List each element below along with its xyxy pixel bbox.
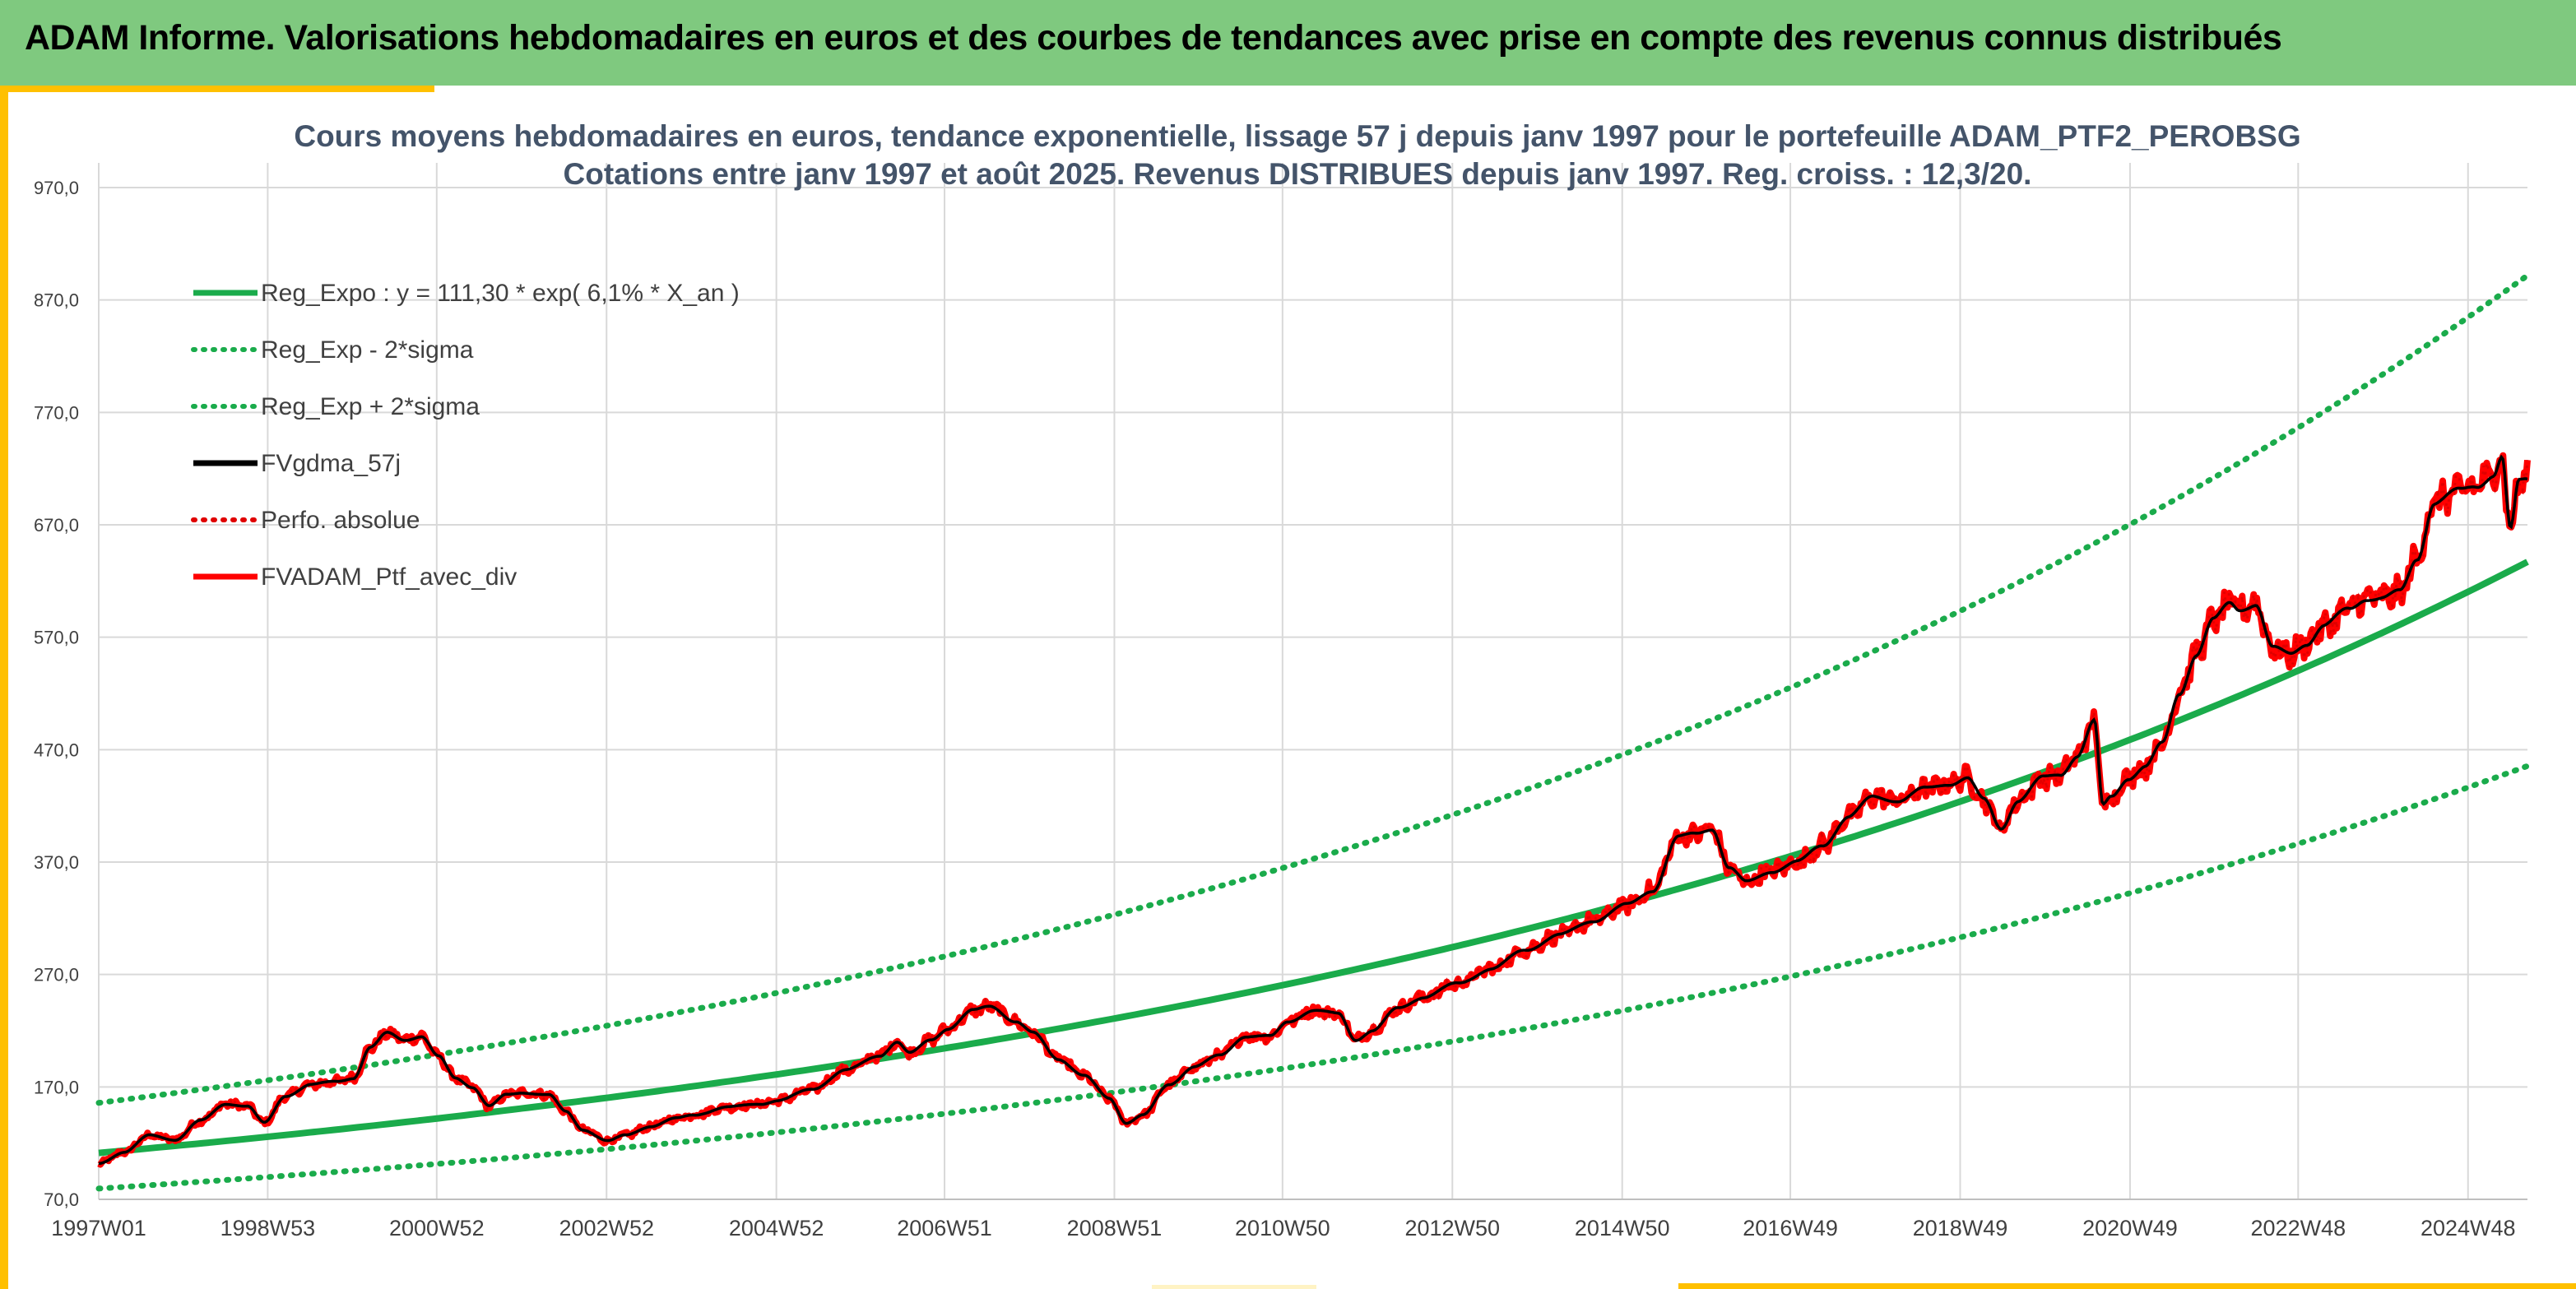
series-fvadam-ptf-avec-div xyxy=(97,452,2531,1168)
x-tick-label: 2012W50 xyxy=(1404,1216,1500,1240)
x-tick-label: 2014W50 xyxy=(1575,1216,1670,1240)
legend: Reg_Expo : y = 111,30 * exp( 6,1% * X_an… xyxy=(191,280,740,591)
x-tick-label: 2008W51 xyxy=(1067,1216,1163,1240)
gold-accent-bottom-light xyxy=(1152,1285,1316,1289)
header-banner: ADAM Informe. Valorisations hebdomadaire… xyxy=(0,0,2576,86)
x-tick-label: 2000W52 xyxy=(389,1216,485,1240)
x-tick-label: 2024W48 xyxy=(2421,1216,2516,1240)
x-tick-label: 2004W52 xyxy=(729,1216,824,1240)
x-tick-label: 1997W01 xyxy=(51,1216,146,1240)
y-tick-label: 870,0 xyxy=(34,290,79,311)
series-reg-exp-minus-2sigma xyxy=(95,763,2531,1192)
x-tick-label: 2002W52 xyxy=(559,1216,654,1240)
chart-area: 970,0 870,0 770,0 670,0 570,0 470,0 370,0 270,0… xyxy=(8,92,2576,1283)
legend-label: FVgdma_57j xyxy=(261,450,401,477)
series-layer xyxy=(95,272,2531,1192)
y-tick-label: 970,0 xyxy=(34,178,79,198)
x-tick-label: 2016W49 xyxy=(1743,1216,1838,1240)
y-tick-label: 570,0 xyxy=(34,628,79,648)
y-tick-label: 770,0 xyxy=(34,402,79,423)
x-tick-label: 2018W49 xyxy=(1913,1216,2008,1240)
chart-subtitle: Cotations entre janv 1997 et août 2025. … xyxy=(564,157,2032,191)
gold-accent-bottom xyxy=(1678,1283,2576,1289)
x-tick-label: 1998W53 xyxy=(220,1216,316,1240)
legend-label: FVADAM_Ptf_avec_div xyxy=(261,563,517,591)
valuation-chart: 970,0 870,0 770,0 670,0 570,0 470,0 370,0 270,0… xyxy=(34,119,2531,1240)
legend-label: Reg_Exp + 2*sigma xyxy=(261,393,480,420)
x-tick-label: 2010W50 xyxy=(1235,1216,1330,1240)
x-tick-label: 2020W49 xyxy=(2082,1216,2178,1240)
y-tick-label: 170,0 xyxy=(34,1077,79,1097)
gold-accent-top xyxy=(0,86,434,92)
y-tick-label: 270,0 xyxy=(34,965,79,985)
series-reg-exp-plus-2sigma xyxy=(95,272,2531,1106)
series-perfo-absolue xyxy=(98,455,2529,1166)
y-tick-label: 370,0 xyxy=(34,852,79,873)
legend-label: Perfo. absolue xyxy=(261,507,420,534)
y-tick-label: 470,0 xyxy=(34,740,79,760)
grid-layer xyxy=(98,163,2527,1200)
series-fvgdma-57j xyxy=(99,454,2528,1165)
legend-label: Reg_Expo : y = 111,30 * exp( 6,1% * X_an… xyxy=(261,280,740,307)
banner-title: ADAM Informe. Valorisations hebdomadaire… xyxy=(25,18,2282,58)
y-tick-label: 670,0 xyxy=(34,515,79,536)
legend-label: Reg_Exp - 2*sigma xyxy=(261,336,474,364)
gold-accent-left xyxy=(0,86,8,1289)
chart-title: Cours moyens hebdomadaires en euros, ten… xyxy=(294,119,2300,153)
y-tick-label: 70,0 xyxy=(44,1189,79,1210)
tick-layer: 970,0 870,0 770,0 670,0 570,0 470,0 370,0 270,0… xyxy=(34,178,2516,1240)
series-reg-expo xyxy=(98,559,2529,1157)
x-tick-label: 2022W48 xyxy=(2251,1216,2346,1240)
x-tick-label: 2006W51 xyxy=(897,1216,992,1240)
